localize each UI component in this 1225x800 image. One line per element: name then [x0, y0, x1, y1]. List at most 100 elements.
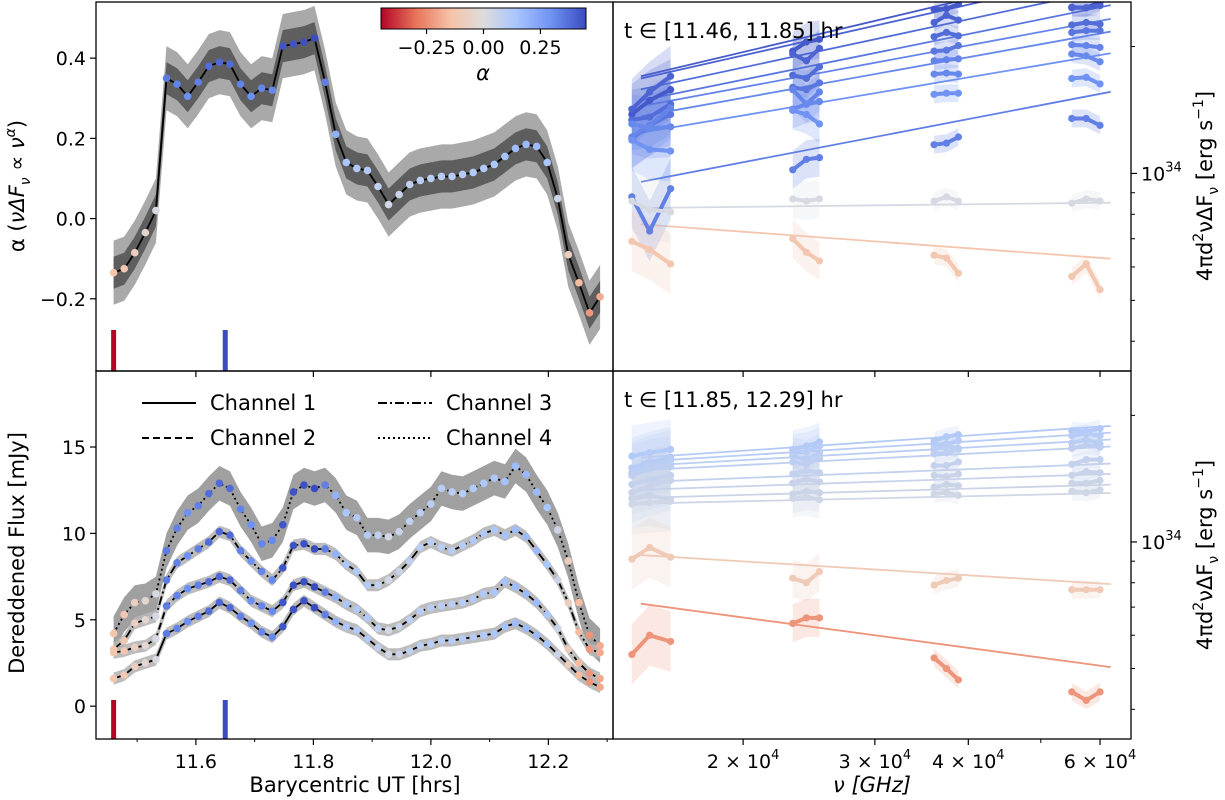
early-spectrum-channel-point	[1082, 195, 1090, 203]
early-spectrum-channel-point	[646, 206, 654, 214]
early-spectrum-channel-point	[942, 69, 951, 77]
alpha-point	[310, 34, 319, 42]
channel2-point	[183, 584, 192, 593]
channel3-point	[331, 550, 340, 558]
late-spectrum-channel-point	[1096, 476, 1104, 485]
late-spectrum-channel-point	[1068, 460, 1076, 468]
early-spectrum-channel-point	[646, 145, 654, 154]
channel4-point	[564, 557, 573, 565]
alpha-y-label-part: α	[3, 127, 19, 137]
early-spectrum-channel-point	[802, 74, 810, 83]
early-spectrum-channel-point	[789, 106, 797, 115]
alpha-point	[522, 140, 530, 149]
channel2-point	[374, 624, 382, 633]
lum-y-label-late: 4πd2νΔFν [erg s−1]	[1191, 460, 1222, 650]
channel3-point	[522, 533, 530, 541]
channel1-point	[130, 662, 139, 671]
late-spectrum-channel-point	[789, 479, 797, 487]
late-spectrum-channel-point	[815, 478, 824, 486]
alpha-point	[553, 194, 562, 203]
alpha-y-label-part: ν	[5, 137, 29, 149]
early-spectrum-channel-point	[815, 195, 824, 203]
channel4-point	[490, 474, 499, 482]
early-spectrum-channel-point	[942, 254, 951, 262]
channel1-point	[384, 650, 393, 659]
channel4-point	[205, 489, 213, 498]
channel4-point	[226, 484, 234, 493]
late-spectrum-channel-point	[815, 614, 824, 622]
early-spectrum-channel-point	[954, 32, 963, 40]
channel3-point	[247, 557, 255, 565]
channel1-point	[575, 671, 583, 679]
late-spectrum-fit-line	[640, 492, 1111, 505]
channel3-point	[543, 560, 551, 569]
channel4-point	[437, 484, 446, 493]
early-spectrum-channel-point	[815, 257, 824, 265]
late-spectrum-channel-point	[954, 482, 963, 490]
channel3-point	[173, 558, 181, 567]
alpha-point	[501, 152, 509, 161]
channel4-point	[279, 520, 287, 529]
channel1-point	[162, 629, 171, 638]
channel1-point	[501, 622, 509, 631]
freq-xtick-label: 2 × 104	[707, 748, 780, 773]
early-spectrum-channel-point	[789, 86, 797, 94]
late-lum-ytick-label-base: 10	[1141, 532, 1165, 554]
legend-label-channel1: Channel 1	[210, 391, 316, 415]
late-spectrum-channel-point	[628, 500, 636, 508]
flux-ytick-label: 0	[74, 696, 86, 718]
time-range-late: t ∈ [11.85, 12.29] hr	[624, 388, 843, 412]
channel2-point	[321, 588, 329, 596]
late-spectrum-channel-point	[667, 445, 675, 454]
channel1-point	[342, 622, 351, 631]
late-spectrum-channel-point	[1082, 455, 1090, 464]
channel4-point	[405, 517, 414, 526]
late-spectrum-channel-point	[667, 457, 675, 465]
channel1-point	[490, 629, 499, 638]
channel4-point	[183, 508, 192, 517]
late-spectrum-channel-point	[1068, 487, 1076, 495]
late-spectrum-channel-point	[802, 475, 810, 483]
channel2-point	[395, 622, 403, 631]
early-spectrum-channel-point	[1068, 41, 1076, 49]
channel1-point	[553, 650, 562, 659]
early-spectrum-error-band	[792, 70, 820, 124]
channel4-point	[522, 470, 530, 479]
early-spectrum-channel-point	[954, 197, 963, 205]
channel3-point	[458, 541, 467, 550]
alpha-point	[152, 206, 160, 215]
late-spectrum-channel-point	[942, 480, 951, 489]
late-spectrum-channel-point	[1096, 486, 1104, 494]
alpha-point	[194, 78, 203, 87]
channel2-point	[162, 602, 171, 610]
late-spectrum-channel-point	[930, 483, 938, 491]
channel3-point	[152, 612, 160, 621]
late-spectrum-channel-point	[1096, 586, 1104, 594]
alpha-point	[416, 176, 425, 185]
early-spectrum-channel-point	[1096, 80, 1104, 88]
channel3-point	[490, 526, 499, 534]
late-spectrum-channel-point	[1096, 443, 1104, 451]
late-spectrum-channel-point	[942, 433, 951, 441]
late-spectrum-channel-point	[1096, 688, 1104, 696]
late-spectrum-channel-point	[667, 463, 675, 471]
late-spectrum-channel-point	[1068, 427, 1076, 435]
channel3-point	[120, 636, 128, 645]
late-spectrum-channel-point	[646, 475, 654, 483]
late-lum-ytick-label: 1034	[1141, 529, 1182, 554]
channel2-point	[268, 607, 277, 615]
channel4-point	[384, 533, 393, 541]
late-spectrum-fit-line	[640, 602, 1111, 668]
alpha-point	[585, 309, 594, 317]
lum-y-label-early: 4πd2νΔFν [erg s−1]	[1191, 91, 1222, 281]
early-spectrum-channel-point	[815, 98, 824, 106]
early-spectrum-channel-point	[930, 57, 938, 65]
early-spectrum-channel-point	[942, 56, 951, 64]
alpha-y-label-part: νΔF	[5, 184, 29, 223]
channel1-point	[152, 655, 160, 664]
early-spectrum-channel-point	[628, 105, 636, 113]
alpha-point	[247, 92, 255, 101]
channel3-point	[236, 546, 245, 555]
flux-xtick-label: 12.2	[527, 751, 569, 773]
